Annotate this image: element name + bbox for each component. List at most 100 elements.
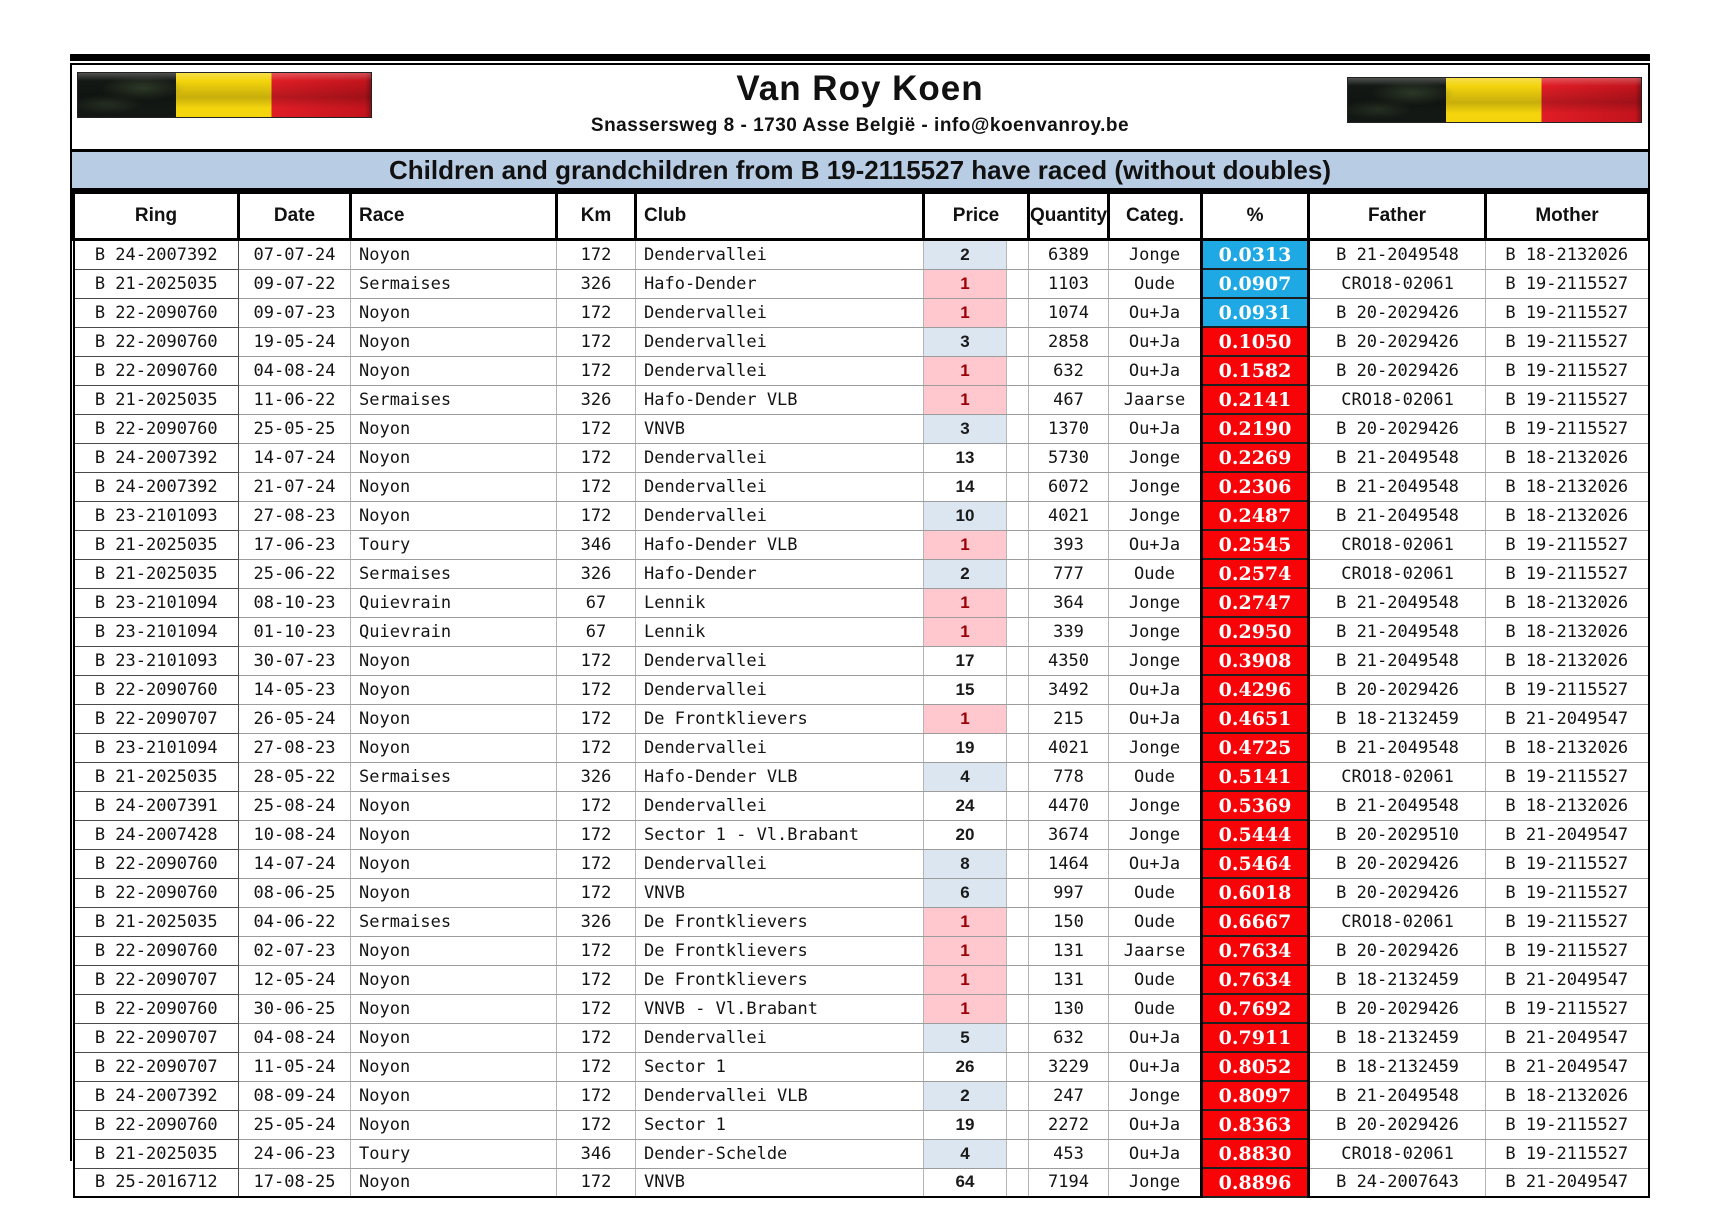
cell-km: 67	[556, 617, 636, 647]
cell-price: 5	[923, 1023, 1007, 1053]
column-header-race: Race	[349, 191, 558, 241]
cell-pct: 0.6667	[1200, 907, 1311, 937]
cell-spacer	[1006, 1023, 1030, 1053]
banner: Children and grandchildren from B 19-211…	[72, 149, 1648, 191]
cell-categ: Jonge	[1108, 820, 1203, 850]
cell-spacer	[1006, 472, 1030, 502]
cell-price: 1	[923, 385, 1007, 415]
cell-race: Noyon	[350, 501, 557, 531]
top-border-bar	[70, 54, 1650, 61]
cell-qty: 1370	[1028, 414, 1110, 444]
cell-qty: 393	[1028, 530, 1110, 560]
cell-categ: Jonge	[1108, 646, 1203, 676]
cell-price: 2	[923, 559, 1007, 589]
cell-price: 1	[923, 530, 1007, 560]
cell-pct: 0.2545	[1200, 530, 1311, 560]
cell-pct: 0.0931	[1200, 298, 1311, 328]
cell-spacer	[1006, 443, 1030, 473]
cell-club: Hafo-Dender VLB	[635, 530, 924, 560]
cell-mother: B 19-2115527	[1485, 327, 1650, 357]
column-header-pct: %	[1200, 191, 1311, 241]
cell-father: B 20-2029426	[1308, 994, 1487, 1024]
cell-father: CRO18-02061	[1308, 762, 1487, 792]
column-header-date: Date	[237, 191, 352, 241]
cell-mother: B 19-2115527	[1485, 530, 1650, 560]
column-header-price: Price	[921, 191, 1031, 241]
cell-club: VNVB - Vl.Brabant	[635, 994, 924, 1024]
cell-race: Noyon	[350, 1168, 557, 1198]
cell-ring: B 21-2025035	[73, 1138, 239, 1169]
cell-qty: 247	[1028, 1081, 1110, 1111]
cell-father: B 18-2132459	[1308, 1023, 1487, 1053]
cell-mother: B 21-2049547	[1485, 1168, 1650, 1198]
cell-father: B 21-2049548	[1308, 588, 1487, 618]
cell-spacer	[1006, 820, 1030, 850]
cell-father: B 21-2049548	[1308, 501, 1487, 531]
cell-pct: 0.2487	[1200, 501, 1311, 531]
cell-price: 3	[923, 414, 1007, 444]
cell-race: Sermaises	[350, 907, 557, 937]
cell-price: 1	[923, 704, 1007, 734]
document-frame: Van Roy Koen Snassersweg 8 - 1730 Asse B…	[70, 63, 1651, 1198]
cell-date: 25-06-22	[238, 559, 351, 589]
cell-club: Sector 1	[635, 1052, 924, 1082]
cell-qty: 3229	[1028, 1052, 1110, 1082]
cell-categ: Jonge	[1108, 588, 1203, 618]
cell-price: 13	[923, 443, 1007, 473]
cell-qty: 453	[1028, 1139, 1110, 1169]
cell-categ: Jonge	[1108, 791, 1203, 821]
cell-pct: 0.5444	[1200, 820, 1311, 850]
cell-club: Dendervallei	[635, 472, 924, 502]
cell-club: De Frontklievers	[635, 704, 924, 734]
cell-price: 1	[923, 298, 1007, 328]
cell-ring: B 24-2007392	[73, 471, 239, 502]
cell-date: 28-05-22	[238, 762, 351, 792]
masthead-text: Van Roy Koen Snassersweg 8 - 1730 Asse B…	[72, 65, 1648, 149]
cell-race: Noyon	[350, 936, 557, 966]
cell-km: 172	[556, 704, 636, 734]
cell-race: Sermaises	[350, 385, 557, 415]
cell-qty: 778	[1028, 762, 1110, 792]
cell-father: B 21-2049548	[1308, 791, 1487, 821]
table-row: B 23-2101094 01-10-23 Quievrain 67 Lennik 1 33…	[73, 616, 1650, 647]
cell-spacer	[1006, 1139, 1030, 1169]
cell-km: 172	[556, 1023, 636, 1053]
cell-pct: 0.2306	[1200, 472, 1311, 502]
cell-pct: 0.8363	[1200, 1110, 1311, 1140]
cell-qty: 3674	[1028, 820, 1110, 850]
cell-club: Dendervallei	[635, 443, 924, 473]
cell-qty: 1103	[1028, 269, 1110, 299]
table-row: B 24-2007392 08-09-24 Noyon 172 Dendervallei…	[73, 1080, 1650, 1111]
cell-race: Noyon	[350, 994, 557, 1024]
cell-price: 64	[923, 1168, 1007, 1198]
cell-race: Noyon	[350, 1052, 557, 1082]
cell-date: 17-08-25	[238, 1168, 351, 1198]
cell-spacer	[1006, 994, 1030, 1024]
table-row: B 23-2101093 30-07-23 Noyon 172 Dendervallei…	[73, 645, 1650, 676]
cell-club: De Frontklievers	[635, 907, 924, 937]
table-row: B 24-2007392 07-07-24 Noyon 172 Dendervallei…	[73, 239, 1650, 270]
cell-km: 346	[556, 1139, 636, 1169]
column-header-ring: Ring	[72, 191, 240, 241]
cell-race: Noyon	[350, 1023, 557, 1053]
cell-spacer	[1006, 559, 1030, 589]
cell-ring: B 23-2101093	[73, 500, 239, 531]
cell-qty: 131	[1028, 965, 1110, 995]
cell-father: CRO18-02061	[1308, 385, 1487, 415]
cell-km: 326	[556, 762, 636, 792]
cell-qty: 1074	[1028, 298, 1110, 328]
cell-km: 172	[556, 1110, 636, 1140]
cell-mother: B 19-2115527	[1485, 994, 1650, 1024]
cell-race: Noyon	[350, 878, 557, 908]
cell-qty: 632	[1028, 356, 1110, 386]
cell-race: Noyon	[350, 356, 557, 386]
cell-mother: B 21-2049547	[1485, 965, 1650, 995]
cell-categ: Jonge	[1108, 239, 1203, 270]
cell-mother: B 18-2132026	[1485, 617, 1650, 647]
table-header-row: Ring Date Race Km Club Price Quantity Categ.% Fa…	[72, 191, 1651, 241]
cell-spacer	[1006, 1052, 1030, 1082]
cell-club: Lennik	[635, 588, 924, 618]
cell-club: Dendervallei	[635, 646, 924, 676]
cell-categ: Ou+Ja	[1108, 1110, 1203, 1140]
cell-club: De Frontklievers	[635, 936, 924, 966]
